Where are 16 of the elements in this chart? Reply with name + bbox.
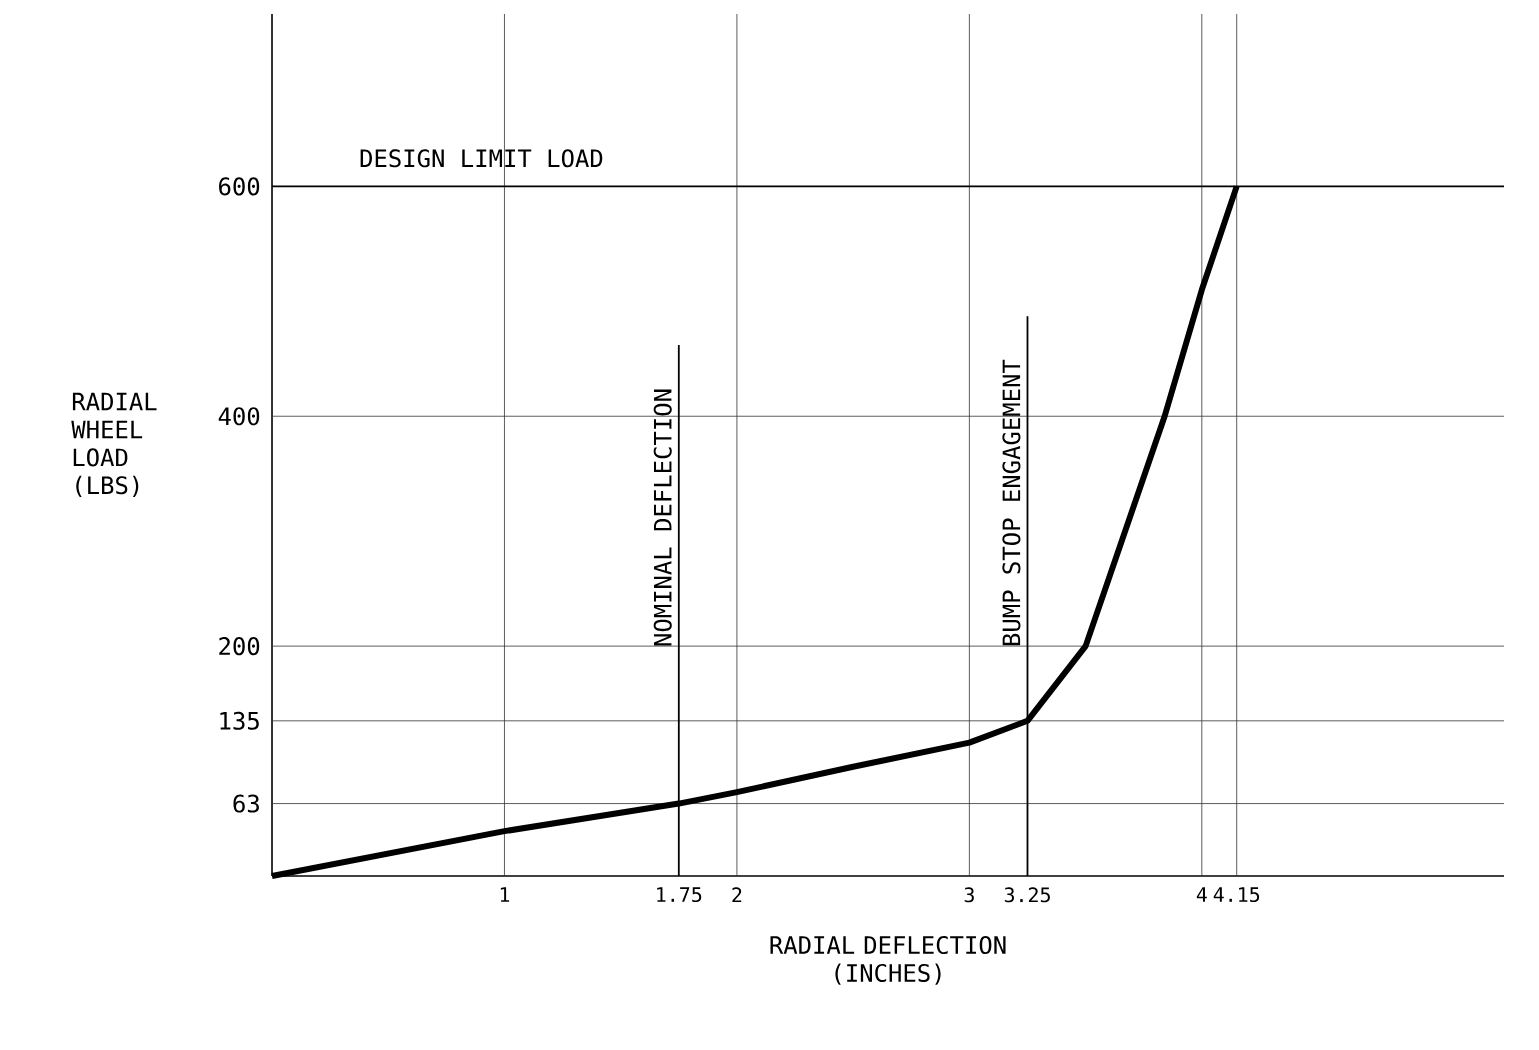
y-tick-label: 63 [233, 794, 259, 813]
x-tick-label: 4 [1196, 887, 1207, 902]
x-tick-label: 1.75 [657, 887, 702, 903]
x-tick-label: 3.25 [1004, 887, 1050, 903]
y-axis-title: RADIAL WHEEL LOAD (LBS) [71, 392, 157, 498]
y-tick-label: 135 [220, 711, 259, 730]
x-tick-label: 3 [964, 887, 974, 903]
x-tick-label: 4.15 [1213, 887, 1260, 903]
ref-line-label: BUMP STOP ENGAGEMENT [1002, 359, 1021, 646]
y-tick-label: 400 [218, 407, 260, 426]
x-tick-label: 1 [500, 887, 510, 902]
x-axis-title: RADIAL DEFLECTION (INCHES) [770, 936, 1006, 985]
y-tick-label: 200 [219, 637, 260, 656]
x-tick-label: 2 [732, 887, 742, 903]
ref-line-label: NOMINAL DEFLECTION [653, 389, 672, 646]
y-tick-label: 600 [219, 177, 260, 196]
